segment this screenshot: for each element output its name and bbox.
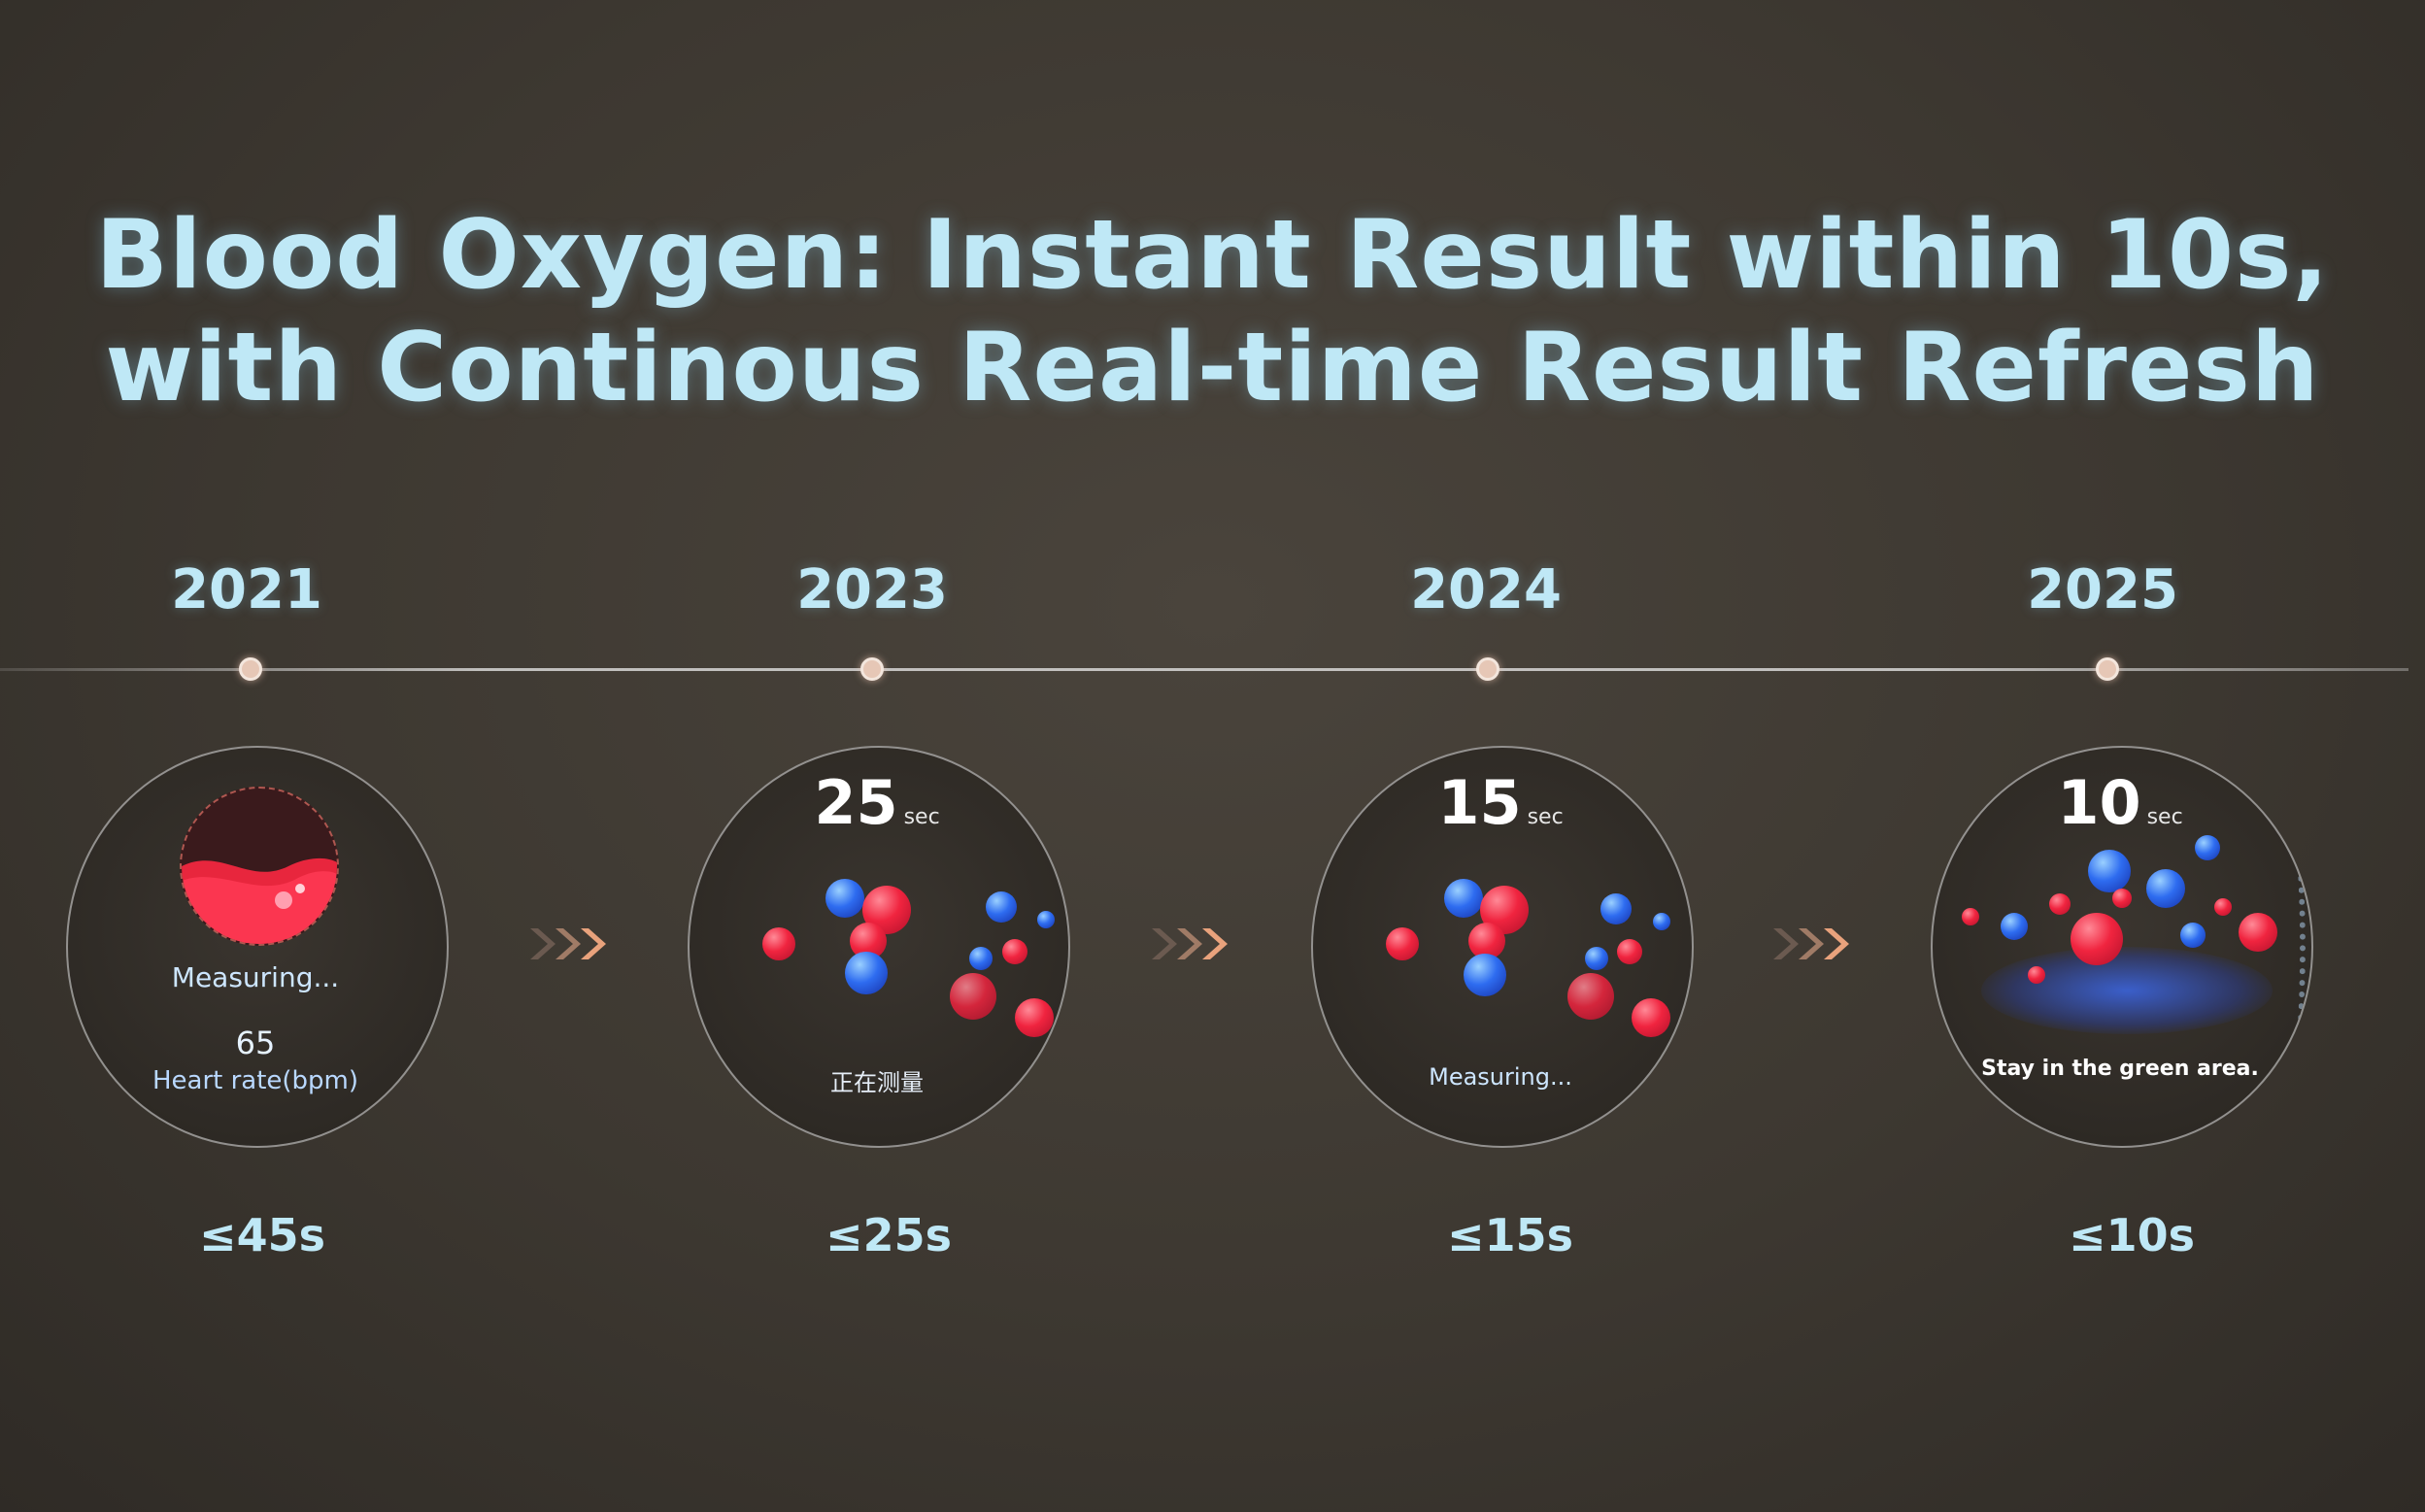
limit-2021: ≤45s [199, 1209, 325, 1261]
oxygen-bubble [2049, 893, 2071, 915]
watch-face-2021 [66, 746, 449, 1148]
status-text-2023: 正在测量 [830, 1069, 924, 1096]
limit-2024: ≤15s [1447, 1209, 1573, 1261]
timeline-dot-2024 [1476, 657, 1499, 681]
timer-2025: 10 sec [2057, 767, 2183, 838]
oxygen-bubble [986, 891, 1017, 923]
chevron-right-icon [530, 928, 606, 959]
oxygen-bubble [2088, 850, 2131, 892]
year-2021: 2021 [171, 558, 322, 622]
oxygen-bubble [1632, 998, 1670, 1037]
heart-rate-label: Heart rate(bpm) [152, 1066, 359, 1095]
progress-ticks [2271, 806, 2306, 1088]
limit-2025: ≤10s [2069, 1209, 2195, 1261]
watch-face-2024 [1311, 746, 1694, 1148]
oxygen-bubble [1567, 973, 1614, 1020]
oxygen-bubble [2001, 913, 2028, 940]
chevron-right-icon [1152, 928, 1228, 959]
oxygen-bubble [1617, 939, 1642, 964]
year-2025: 2025 [2027, 558, 2178, 622]
oxygen-bubble [1585, 947, 1608, 970]
watch-face-2023 [688, 746, 1070, 1148]
oxygen-bubble [969, 947, 993, 970]
oxygen-bubble [2146, 869, 2185, 908]
timeline-dot-2021 [239, 657, 262, 681]
timeline-dot-2023 [860, 657, 884, 681]
year-2023: 2023 [796, 558, 948, 622]
timeline-line [0, 668, 2408, 671]
oxygen-bubble [762, 927, 795, 960]
oxygen-bubble [1002, 939, 1027, 964]
title-line-2: with Continous Real-time Result Refresh [105, 313, 2320, 423]
year-2024: 2024 [1410, 558, 1562, 622]
oxygen-bubble [1037, 911, 1055, 928]
oxygen-bubble [825, 879, 864, 918]
oxygen-bubble [2180, 923, 2206, 948]
oxygen-bubble [950, 973, 996, 1020]
oxygen-bubble [1444, 879, 1483, 918]
blood-wave-icon [182, 857, 337, 944]
blood-drop-icon [180, 787, 339, 946]
oxygen-bubble [1464, 954, 1506, 996]
oxygen-bubble [1600, 893, 1632, 924]
watch-face-2025 [1931, 746, 2313, 1148]
oxygen-bubble [2028, 966, 2045, 984]
oxygen-bubble [845, 952, 888, 994]
blue-glow [1981, 947, 2273, 1034]
status-text-2024: Measuring... [1429, 1063, 1572, 1091]
oxygen-bubble [1653, 913, 1670, 930]
limit-2023: ≤25s [825, 1209, 952, 1261]
timeline-dot-2025 [2096, 657, 2119, 681]
oxygen-bubble [2071, 913, 2123, 965]
status-text-2025: Stay in the green area. [1981, 1057, 2259, 1081]
oxygen-bubble [1962, 908, 1979, 925]
timer-2023: 25 sec [814, 767, 940, 838]
title-line-1: Blood Oxygen: Instant Result within 10s, [95, 200, 2330, 311]
oxygen-bubble [1468, 923, 1505, 959]
status-text-2021: Measuring... [171, 961, 340, 993]
oxygen-bubble [2214, 898, 2232, 916]
chevron-right-icon [1773, 928, 1849, 959]
oxygen-bubble [2195, 835, 2220, 860]
heart-rate-value: 65 [235, 1025, 276, 1061]
oxygen-bubble [1386, 927, 1419, 960]
timer-2024: 15 sec [1437, 767, 1564, 838]
slide-title: Blood Oxygen: Instant Result within 10s,… [0, 199, 2425, 424]
oxygen-bubble [1015, 998, 1054, 1037]
oxygen-bubble [2112, 889, 2132, 908]
